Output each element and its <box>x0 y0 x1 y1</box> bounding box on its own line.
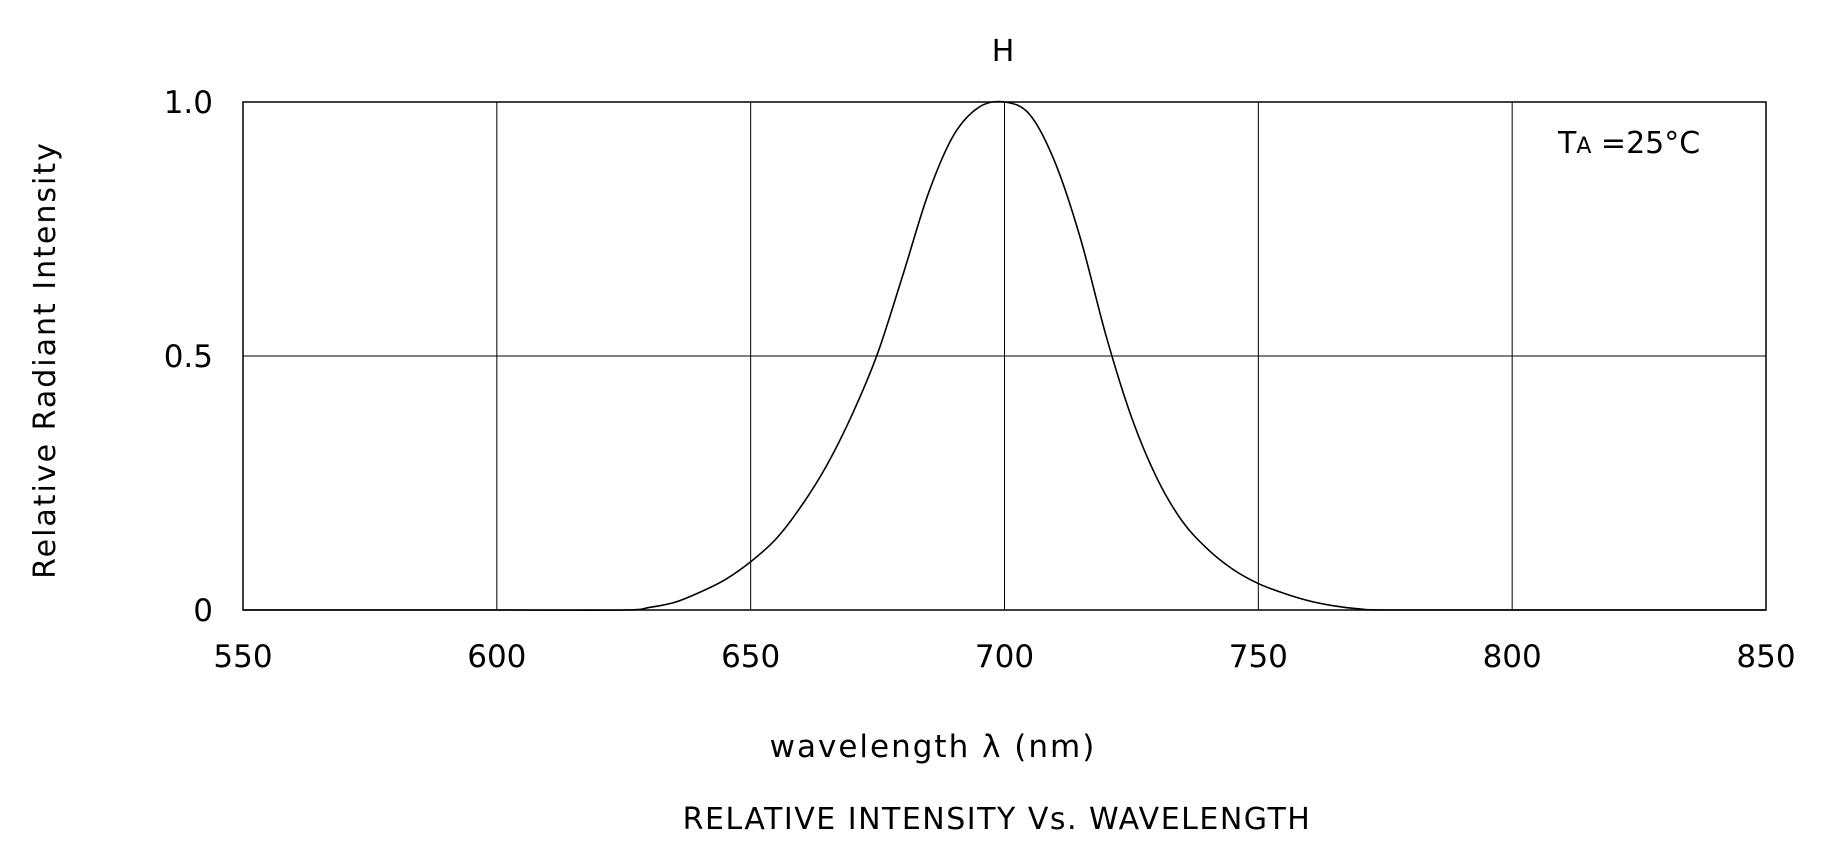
chart-title: RELATIVE INTENSITY Vs. WAVELENGTH <box>683 802 1312 837</box>
annotation-subscript: A <box>1576 134 1591 159</box>
x-tick-label: 850 <box>1736 639 1795 675</box>
annotation-prefix: T <box>1557 126 1577 161</box>
x-tick-label: 800 <box>1483 639 1542 675</box>
x-tick-label: 650 <box>721 639 780 675</box>
y-tick-label: 0.5 <box>164 339 213 375</box>
x-tick-label: 600 <box>467 639 526 675</box>
y-axis-label: Relative Radiant Intensity <box>28 141 63 579</box>
y-tick-label: 1.0 <box>164 85 213 121</box>
x-tick-label: 700 <box>975 639 1034 675</box>
header-label: H <box>992 34 1015 69</box>
temperature-annotation: TA =25°C <box>1557 126 1700 161</box>
annotation-suffix: =25°C <box>1591 126 1700 161</box>
x-tick-labels: 550 600 650 700 750 800 850 <box>213 639 1795 675</box>
intensity-curve-line <box>243 100 1766 611</box>
x-tick-label: 750 <box>1229 639 1288 675</box>
y-tick-label: 0 <box>193 593 213 629</box>
y-tick-labels: 0 0.5 1.0 <box>164 85 213 629</box>
x-tick-label: 550 <box>213 639 272 675</box>
x-axis-label: wavelength λ (nm) <box>770 729 1097 765</box>
grid-layer <box>243 102 1766 610</box>
